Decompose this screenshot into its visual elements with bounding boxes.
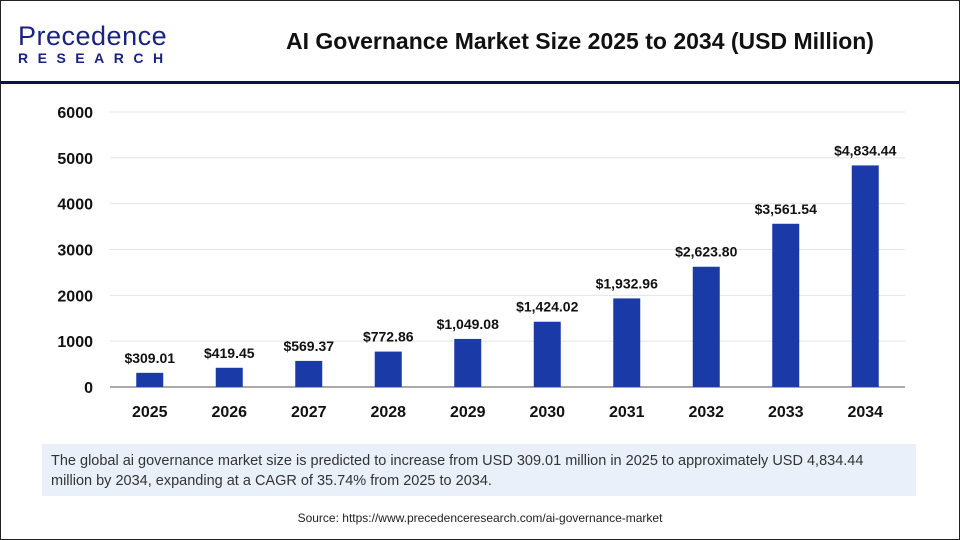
data-label: $1,932.96 <box>596 275 658 291</box>
x-tick-label: 2029 <box>450 404 486 421</box>
y-tick-label: 2000 <box>57 288 93 305</box>
source: Source: https://www.precedenceresearch.c… <box>297 511 663 525</box>
data-label: $3,561.54 <box>755 201 817 217</box>
x-tick-label: 2034 <box>847 404 883 421</box>
data-label: $309.01 <box>124 350 175 366</box>
y-tick-label: 3000 <box>57 243 93 260</box>
data-label: $4,834.44 <box>834 142 896 158</box>
data-label: $1,424.02 <box>516 299 578 315</box>
bar <box>772 223 800 387</box>
y-tick-label: 1000 <box>57 334 93 351</box>
data-label: $2,623.80 <box>675 244 737 260</box>
data-label: $569.37 <box>283 338 334 354</box>
y-tick-label: 6000 <box>57 105 93 122</box>
bar <box>295 360 323 387</box>
x-tick-label: 2030 <box>529 404 565 421</box>
bar <box>613 298 641 387</box>
y-tick-label: 4000 <box>57 197 93 214</box>
bar <box>851 165 879 387</box>
chart-title: AI Governance Market Size 2025 to 2034 (… <box>286 28 874 54</box>
logo: Precedence RESEARCH <box>18 22 173 66</box>
y-tick-label: 5000 <box>57 151 93 168</box>
x-tick-label: 2033 <box>768 404 804 421</box>
caption: The global ai governance market size is … <box>42 444 916 496</box>
header-divider <box>0 81 960 84</box>
bar <box>374 351 402 387</box>
logo-sub: RESEARCH <box>18 50 173 66</box>
x-tick-label: 2028 <box>370 404 406 421</box>
bar <box>215 367 243 387</box>
x-tick-label: 2031 <box>609 404 645 421</box>
bar <box>533 321 561 387</box>
x-tick-label: 2025 <box>132 404 168 421</box>
data-label: $772.86 <box>363 329 414 345</box>
bar <box>136 372 164 387</box>
x-tick-label: 2032 <box>688 404 724 421</box>
x-tick-label: 2027 <box>291 404 327 421</box>
data-label: $1,049.08 <box>437 316 499 332</box>
logo-main: Precedence <box>18 21 168 51</box>
bar <box>454 338 482 387</box>
bar <box>692 266 720 387</box>
data-label: $419.45 <box>204 345 255 361</box>
x-tick-label: 2026 <box>211 404 247 421</box>
y-tick-label: 0 <box>84 380 93 397</box>
